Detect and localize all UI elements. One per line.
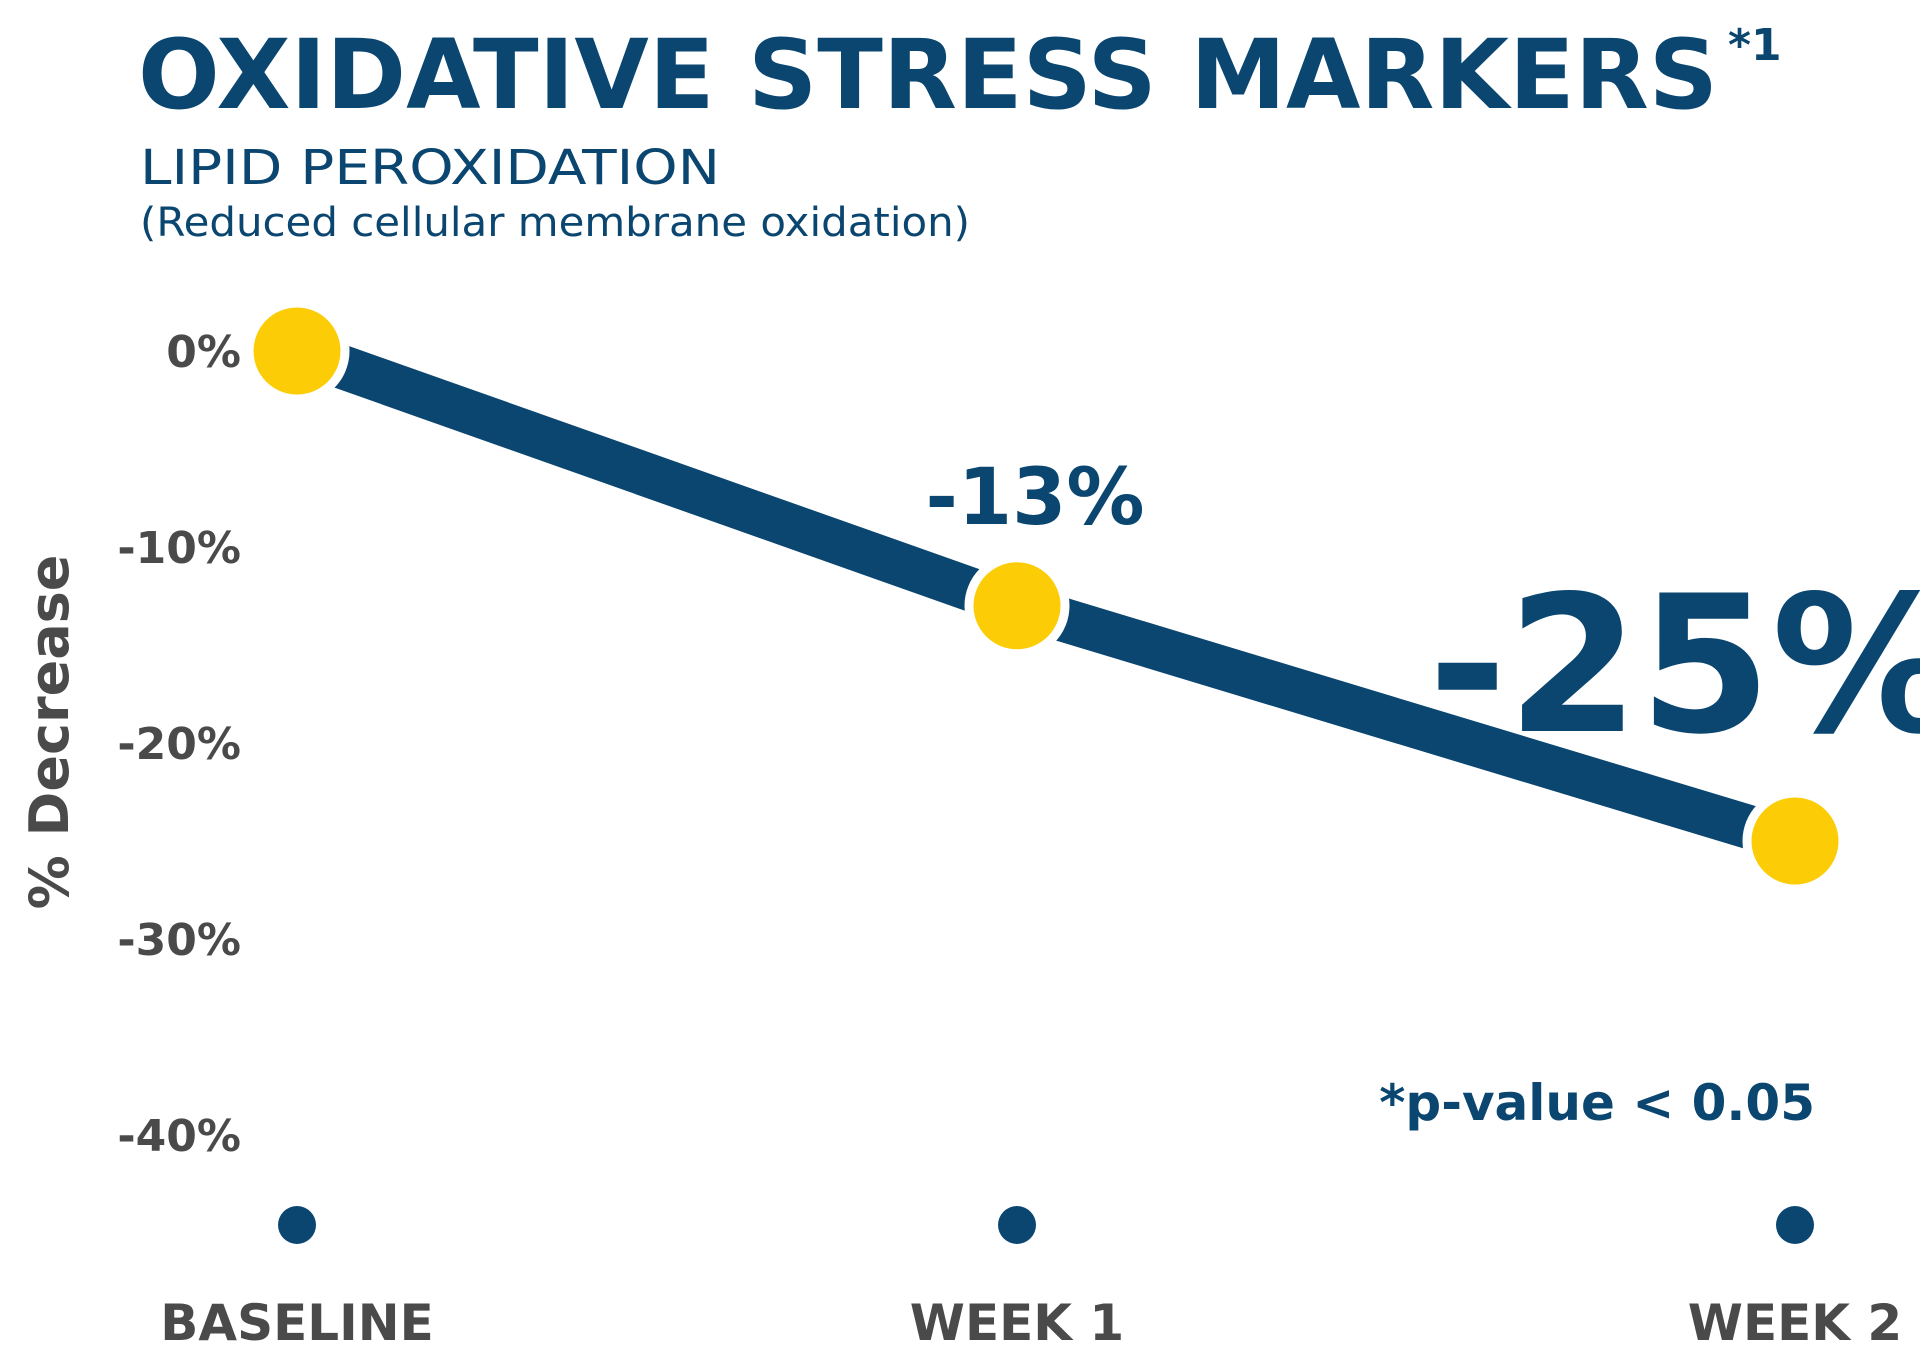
y-tick-label: -30% <box>117 915 241 966</box>
x-axis-dot <box>278 1206 316 1244</box>
y-tick-label: -40% <box>117 1111 241 1162</box>
x-tick-label: WEEK 2 <box>1688 1294 1902 1352</box>
y-axis-label: % Decrease <box>18 555 81 910</box>
x-axis-dot <box>1776 1206 1814 1244</box>
value-label: -25% <box>1428 555 1920 776</box>
subtitle-note: (Reduced cellular membrane oxidation) <box>140 200 970 246</box>
point <box>1742 788 1848 894</box>
chart-title: OXIDATIVE STRESS MARKERS <box>138 19 1718 131</box>
y-tick-label: -20% <box>117 719 241 770</box>
y-tick-label: 0% <box>166 327 241 378</box>
annotation: *p-value < 0.05 <box>1379 1074 1815 1132</box>
subtitle: LIPID PEROXIDATION <box>140 140 720 196</box>
title-superscript: *1 <box>1728 20 1782 71</box>
y-tick-label: -10% <box>117 523 241 574</box>
value-label: -13% <box>925 453 1144 543</box>
point <box>964 553 1070 659</box>
x-tick-label: WEEK 1 <box>910 1294 1124 1352</box>
point <box>244 298 350 404</box>
x-tick-label: BASELINE <box>160 1294 433 1352</box>
x-axis-dot <box>998 1206 1036 1244</box>
